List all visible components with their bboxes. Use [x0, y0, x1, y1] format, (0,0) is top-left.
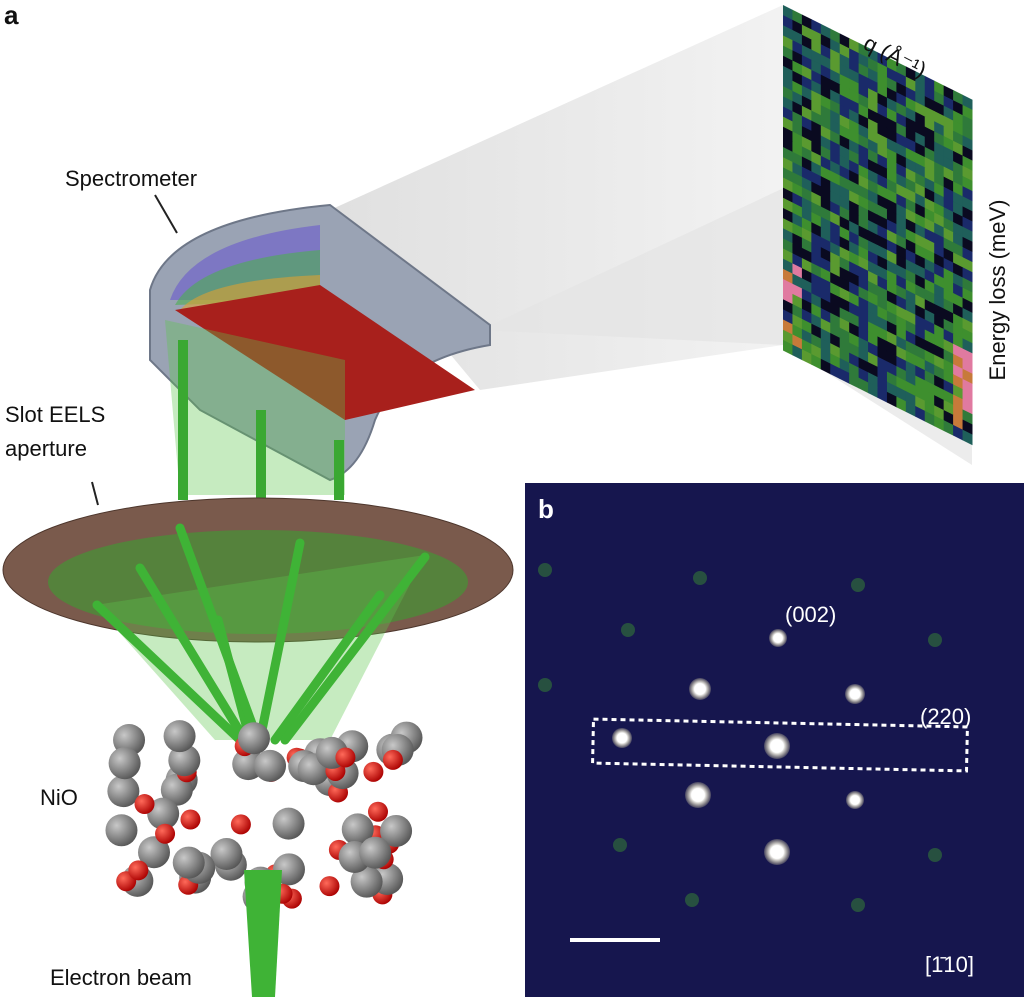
spot [612, 728, 632, 748]
ni-atom [107, 775, 140, 808]
spot [764, 839, 790, 865]
faint-spot [613, 838, 627, 852]
ni-atom [210, 838, 243, 871]
o-atom [367, 801, 388, 822]
beam [255, 538, 305, 745]
leader-line [91, 481, 99, 506]
spot-label: (002) [785, 602, 836, 627]
map-cell [886, 391, 897, 408]
faint-spot [928, 633, 942, 647]
aperture-label: Slot EELS [5, 402, 105, 427]
ni-atom [254, 749, 287, 782]
beam [92, 600, 245, 745]
beam [178, 340, 188, 500]
ni-atom [108, 747, 141, 780]
faint-spot [851, 578, 865, 592]
faint-spot [538, 563, 552, 577]
map-cell [924, 410, 935, 427]
spectrometer-label: Spectrometer [65, 166, 197, 191]
sample-label: NiO [40, 785, 78, 810]
map-cell [896, 396, 907, 413]
faint-spot [928, 848, 942, 862]
ni-atom [172, 846, 205, 879]
ni-atom [237, 722, 270, 755]
spot [769, 629, 787, 647]
o-atom [335, 747, 356, 768]
beam-fan [95, 555, 425, 740]
map-cell [858, 377, 869, 394]
o-atom [128, 860, 149, 881]
map-cell [792, 344, 803, 361]
aperture-label: aperture [5, 436, 87, 461]
beam [135, 563, 250, 745]
beam [175, 523, 263, 745]
o-atom [382, 749, 403, 770]
ni-atom [147, 797, 180, 830]
map-cell [868, 382, 879, 398]
map-cell [943, 420, 954, 436]
map-cell [820, 358, 831, 375]
map-cell [962, 429, 973, 446]
spectrometer-plane [175, 285, 475, 420]
map-cell [849, 372, 860, 389]
map-cell [830, 363, 841, 380]
faint-spot [851, 898, 865, 912]
spot [846, 791, 864, 809]
diffraction-spots [538, 563, 942, 912]
beam-fan [165, 320, 345, 495]
ni-atom [350, 865, 383, 898]
ni-atom [341, 813, 374, 846]
ni-atom [272, 807, 305, 840]
o-atom [363, 761, 384, 782]
spot [685, 782, 711, 808]
beam [280, 552, 430, 745]
map-cell [905, 401, 916, 417]
faint-spot [685, 893, 699, 907]
energy-axis-label: Energy loss (meV) [985, 200, 1010, 381]
panel-label: b [538, 494, 554, 524]
map-cell [811, 354, 822, 370]
map-cell [801, 349, 812, 365]
o-atom [180, 809, 201, 830]
beam-label: Electron beam [50, 965, 192, 990]
ni-atom [105, 814, 138, 847]
map-cell [934, 415, 945, 432]
map-cell [915, 406, 926, 422]
map-cell [953, 424, 964, 441]
zone-axis-label: [1̄10] [925, 952, 974, 977]
beam [270, 590, 385, 745]
faint-spot [693, 571, 707, 585]
selection-box [591, 717, 969, 773]
leader-line [154, 194, 178, 234]
spot [845, 684, 865, 704]
aperture-slot [48, 530, 468, 634]
nio-crystal [105, 720, 423, 913]
map-cell [877, 387, 888, 403]
beam [334, 440, 344, 500]
ni-atom [359, 836, 392, 869]
panel-label: a [4, 0, 19, 30]
faint-spot [538, 678, 552, 692]
spot [764, 733, 790, 759]
ni-atom [138, 836, 171, 869]
electron-beam [244, 870, 282, 997]
map-cell [839, 368, 850, 384]
faint-spot [621, 623, 635, 637]
detector-map [783, 5, 973, 446]
o-atom [230, 814, 251, 835]
spot [689, 678, 711, 700]
ni-atom [168, 744, 201, 777]
map-cell [783, 339, 793, 356]
beam [256, 410, 266, 500]
ni-atom [380, 814, 413, 847]
ni-atom [163, 720, 196, 753]
beam-rays [92, 523, 430, 745]
o-atom [319, 876, 340, 897]
spot-label: (220) [920, 704, 971, 729]
o-atom [155, 823, 176, 844]
o-atom [134, 794, 155, 815]
